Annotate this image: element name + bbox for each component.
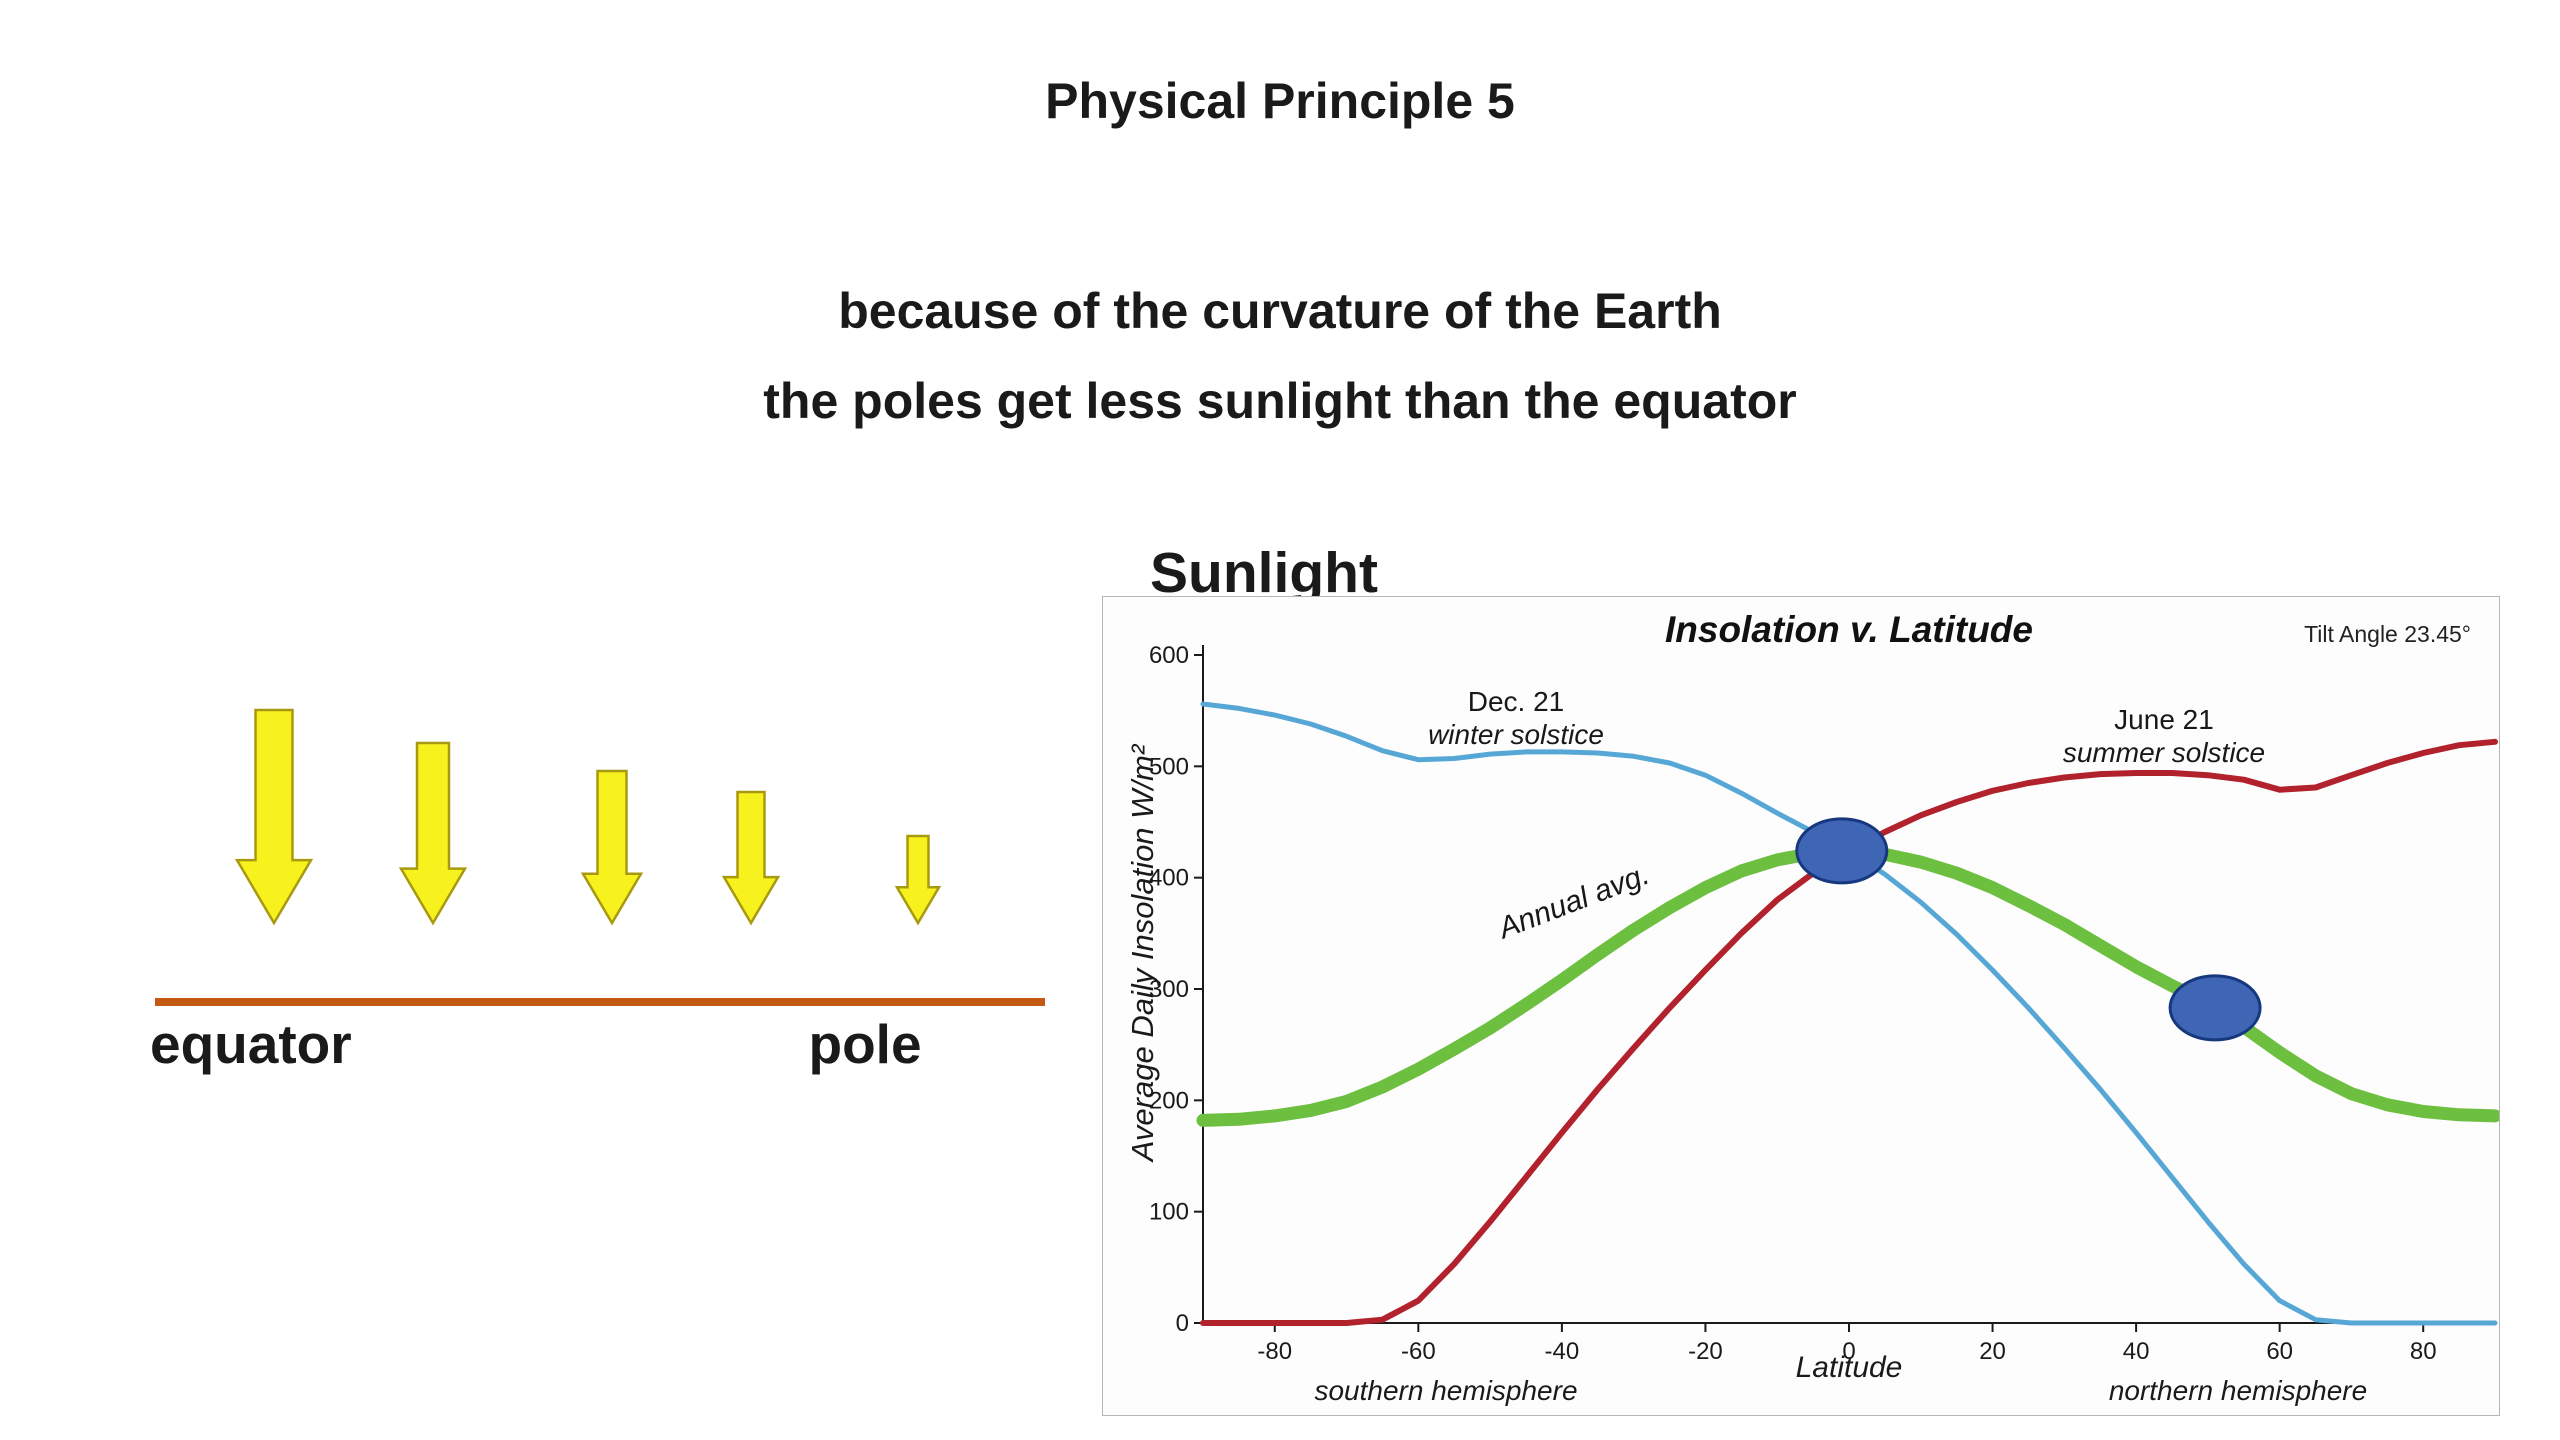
- y-tick-label: 100: [1149, 1199, 1189, 1226]
- subtitle-line-1: because of the curvature of the Earth: [838, 283, 1722, 339]
- x-tick-label: -60: [1401, 1338, 1436, 1365]
- x-tick-label: -40: [1545, 1338, 1580, 1365]
- arrow-shape: [894, 834, 942, 926]
- x-tick-label: -80: [1257, 1338, 1292, 1365]
- series-line-2: [1196, 844, 2499, 1127]
- summer-solstice-label-date: June 21: [2114, 704, 2214, 735]
- northern-hemisphere-label: northern hemisphere: [2108, 1375, 2368, 1406]
- page-title: Physical Principle 5: [1045, 73, 1515, 129]
- x-tick-label: -20: [1688, 1338, 1723, 1365]
- sunlight-arrow-icon: [234, 708, 314, 926]
- x-tick-label: 0: [1842, 1338, 1855, 1365]
- x-axis-label: Latitude: [1795, 1351, 1903, 1384]
- series-line-0: [1200, 701, 2498, 1326]
- x-tick-label: 60: [2266, 1338, 2293, 1365]
- sunlight-heading: Sunlight: [1150, 541, 1378, 605]
- y-tick-label: 600: [1149, 642, 1189, 669]
- x-tick-label: 80: [2410, 1338, 2437, 1365]
- winter-solstice-label-name: winter solstice: [1428, 719, 1604, 750]
- insolation-chart: -80 -60 -40 -20 0 20 40 60 80 0 100 200 300 400 500 600…: [1102, 596, 2500, 1416]
- y-tick-label: 300: [1149, 976, 1189, 1003]
- chart-title: Insolation v. Latitude: [1665, 609, 2033, 650]
- subtitle-line-2: the poles get less sunlight than the equ…: [763, 373, 1797, 429]
- tilt-angle-note: Tilt Angle 23.45°: [2304, 621, 2471, 647]
- x-tick-label: 20: [1979, 1338, 2006, 1365]
- y-axis-label: Average Daily Insolation W/m²: [1125, 744, 1160, 1162]
- y-tick-label: 200: [1149, 1087, 1189, 1114]
- insolation-chart-plot: -80 -60 -40 -20 0 20 40 60 80 0 100 200 300 400 500 600: [1149, 642, 2499, 1365]
- southern-hemisphere-label: southern hemisphere: [1314, 1375, 1578, 1406]
- arrow-shape: [398, 741, 468, 926]
- arrow-shape: [580, 769, 644, 926]
- equator-pole-line: [155, 998, 1045, 1006]
- summer-solstice-label-name: summer solstice: [2062, 737, 2266, 768]
- arrow-shape: [721, 790, 781, 926]
- x-tick-label: 40: [2123, 1338, 2150, 1365]
- y-tick-label: 500: [1149, 753, 1189, 780]
- subtitle: because of the curvature of the Earth th…: [0, 266, 2560, 446]
- data-point-marker: [2168, 974, 2262, 1042]
- pole-label: pole: [808, 1013, 922, 1075]
- sunlight-arrow-icon: [894, 834, 942, 926]
- y-tick-label: 0: [1176, 1310, 1189, 1337]
- winter-solstice-label: Dec. 21 winter solstice: [1386, 685, 1646, 751]
- y-tick-label: 400: [1149, 865, 1189, 892]
- summer-solstice-label: June 21 summer solstice: [2034, 703, 2294, 769]
- equator-label: equator: [150, 1013, 352, 1075]
- sunlight-arrow-icon: [398, 741, 468, 926]
- winter-solstice-label-date: Dec. 21: [1467, 686, 1565, 717]
- data-point-marker: [1795, 817, 1889, 885]
- sunlight-arrow-icon: [721, 790, 781, 926]
- sunlight-arrow-icon: [580, 769, 644, 926]
- arrow-shape: [234, 708, 314, 926]
